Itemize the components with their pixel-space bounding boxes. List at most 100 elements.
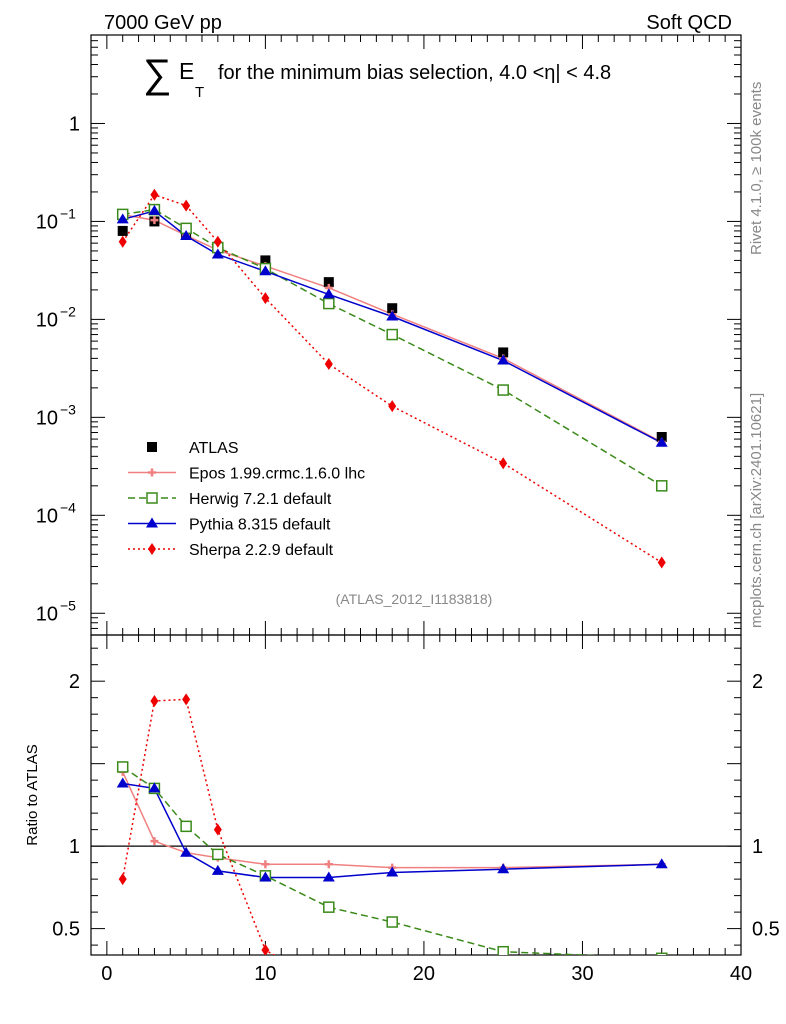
main-series-sherpa-point <box>324 358 333 371</box>
header-left: 7000 GeV pp <box>104 12 222 34</box>
title-subscript: T <box>195 84 204 101</box>
main-series-atlas-point <box>260 255 271 266</box>
main-series-pythia-point <box>322 288 335 299</box>
main-ytick-exponent: −3 <box>60 401 76 417</box>
ratio-series-pythia-point <box>211 864 224 875</box>
main-ytick-label: 10 <box>36 505 58 527</box>
ratio-series-epos-point <box>150 837 159 846</box>
legend-atlas-marker <box>147 442 157 452</box>
main-series-sherpa-point <box>499 457 508 470</box>
ratio-ytick-label: 1 <box>69 836 80 858</box>
main-ytick-exponent: −2 <box>60 303 76 319</box>
ratio-series-sherpa-point <box>150 694 159 707</box>
ratio-xtick-label: 30 <box>571 963 593 985</box>
ratio-series-sherpa-line <box>121 698 276 955</box>
main-series-atlas-point <box>117 225 128 236</box>
main-series-group <box>116 188 668 569</box>
ratio-series-sherpa-point <box>325 980 333 992</box>
ratio-series-herwig-point <box>655 952 668 955</box>
legend: ATLAS Epos 1.99.crmc.1.6.0 lhc Herwig 7.2.… <box>128 440 365 559</box>
legend-item-epos: Epos 1.99.crmc.1.6.0 lhc <box>128 466 365 483</box>
ratio-series-pythia-point <box>497 863 510 874</box>
ratio-series-pythia-point <box>180 846 193 857</box>
ratio-series-pythia-point <box>655 858 668 869</box>
legend-pythia-label: Pythia 8.315 default <box>189 517 331 534</box>
ratio-series-epos-point <box>261 860 270 869</box>
main-series-herwig-point <box>497 384 509 396</box>
main-ytick-exponent: −4 <box>60 499 76 515</box>
ratio-xtick-label: 40 <box>730 963 752 985</box>
ratio-series-herwig-point <box>323 901 335 913</box>
legend-herwig-marker <box>146 492 158 504</box>
main-series-atlas-point <box>387 303 398 314</box>
main-series-pythia-point <box>386 310 399 321</box>
ratio-series-epos-line <box>122 771 662 869</box>
main-ytick-label: 10 <box>36 309 58 331</box>
legend-herwig-label: Herwig 7.2.1 default <box>189 491 332 508</box>
legend-epos-label: Epos 1.99.crmc.1.6.0 lhc <box>189 466 365 483</box>
ratio-ytick-label-right: 0.5 <box>752 919 780 941</box>
ratio-axes: 0 10 20 30 400.5 0.51 12 2 <box>52 635 780 985</box>
legend-atlas-label: ATLAS <box>189 440 239 457</box>
ratio-series-pythia-point <box>259 871 272 882</box>
main-series-pythia-point <box>180 229 193 240</box>
rivet-label: Rivet 4.1.0, ≥ 100k events <box>748 82 765 255</box>
ratio-frame <box>90 634 742 956</box>
main-ytick-label: 1 <box>69 113 80 135</box>
ratio-series-pythia-point <box>386 866 399 877</box>
ratio-series-pythia-point <box>148 782 161 793</box>
ratio-series-herwig-point <box>116 761 129 773</box>
main-series-atlas-point <box>323 277 334 288</box>
plot-title: ∑ E T for the minimum bias selection, 4.… <box>143 52 611 101</box>
legend-item-sherpa: Sherpa 2.2.9 default <box>128 542 334 559</box>
ratio-ytick-label-right: 2 <box>752 671 763 693</box>
legend-pythia-marker <box>146 517 158 528</box>
ratio-series-herwig-point <box>386 916 398 928</box>
main-ytick-label: 10 <box>36 211 58 233</box>
title-sum-symbol: ∑ <box>143 52 172 96</box>
main-ytick-label: 10 <box>36 603 58 625</box>
main-series-sherpa-point <box>213 235 222 248</box>
ratio-series-pythia-line <box>122 782 662 879</box>
title-text: for the minimum bias selection, 4.0 <η| … <box>218 62 611 84</box>
ratio-series-group <box>116 693 668 992</box>
ratio-series-sherpa-point <box>213 823 222 836</box>
mcplots-label: mcplots.cern.ch [arXiv:2401.10621] <box>748 393 765 628</box>
main-series-pythia-point <box>116 213 129 224</box>
main-axes: 110−110−210−310−410−5 <box>36 34 742 636</box>
main-series-pythia-point <box>148 204 161 215</box>
legend-sherpa-label: Sherpa 2.2.9 default <box>189 542 334 559</box>
analysis-tag: (ATLAS_2012_I1183818) <box>336 591 493 607</box>
main-series-epos-point <box>150 216 159 225</box>
legend-item-pythia: Pythia 8.315 default <box>128 517 331 534</box>
main-series-pythia-point <box>259 265 272 276</box>
ratio-series-herwig-point <box>212 848 224 861</box>
ratio-xtick-label: 10 <box>254 963 276 985</box>
ratio-series-herwig-point <box>497 945 509 955</box>
legend-item-herwig: Herwig 7.2.1 default <box>128 491 332 508</box>
main-ytick-exponent: −5 <box>60 597 76 613</box>
main-series-pythia-point <box>497 354 510 365</box>
header-right: Soft QCD <box>646 12 732 34</box>
legend-item-atlas: ATLAS <box>147 440 239 457</box>
main-series-sherpa-point <box>261 292 270 305</box>
ratio-series-epos-point <box>324 860 333 869</box>
main-series-herwig-point <box>323 297 335 310</box>
main-series-atlas-point <box>498 347 509 358</box>
ratio-series-pythia-point <box>116 777 129 788</box>
main-series-sherpa-point <box>118 235 127 248</box>
ratio-series-pythia-point <box>322 871 335 882</box>
ratio-ytick-label: 0.5 <box>52 919 80 941</box>
main-ytick-exponent: −1 <box>60 205 76 221</box>
ratio-ytick-label: 2 <box>69 671 80 693</box>
ratio-ytick-label-right: 1 <box>752 836 763 858</box>
title-e: E <box>179 58 194 84</box>
main-series-sherpa-point <box>150 188 159 201</box>
ratio-series-herwig-point <box>180 820 192 833</box>
ratio-ylabel: Ratio to ATLAS <box>24 744 41 845</box>
ratio-series-sherpa-point <box>182 693 191 706</box>
ratio-series-sherpa-point <box>118 873 127 886</box>
main-ytick-label: 10 <box>36 407 58 429</box>
main-series-pythia-point <box>211 248 224 259</box>
